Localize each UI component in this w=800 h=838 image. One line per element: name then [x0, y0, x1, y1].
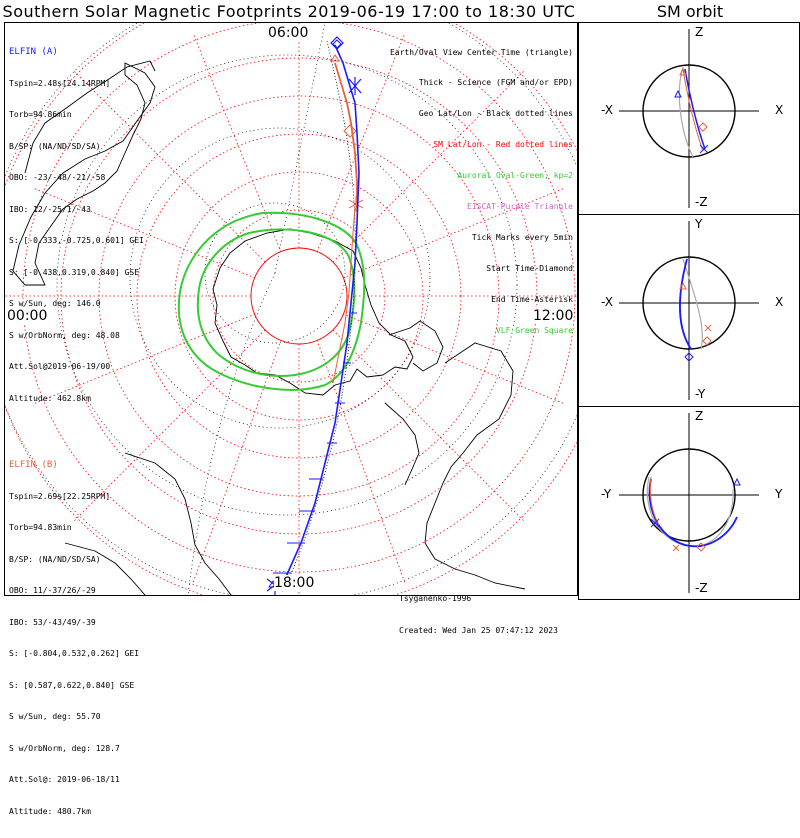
elfin-a-line: Altitude: 462.8km [9, 393, 91, 403]
elfin-b-line: IBO: 53/-43/49/-39 [9, 617, 96, 627]
sm-orbit-panel-xy: Y -Y -X X [578, 214, 800, 407]
sm-orbit-panel-yz: Z -Z -Y Y [578, 406, 800, 600]
map-label-right: 12:00 [533, 308, 574, 324]
elfin-a-info: ELFIN (A) Tspin=2.48s[24.14RPM] Torb=94.… [9, 26, 144, 425]
elfin-a-line: S w/OrbNorm, deg: 48.08 [9, 330, 120, 340]
footprint-map-panel: 06:00 00:00 12:00 18:00 ELFIN (A) Tspin=… [4, 22, 578, 816]
elfin-b-line: S w/OrbNorm, deg: 128.7 [9, 743, 120, 753]
orbit-axis-top: Y [695, 217, 703, 231]
legend-item: Geo Lat/Lon - Black dotted lines [418, 109, 573, 119]
elfin-a-line: Torb=94.86min [9, 110, 72, 119]
legend-item: Earth/Oval View Center Time (triangle) [389, 47, 573, 57]
orbit-axis-right: X [775, 103, 784, 117]
elfin-a-line: OBO: -23/-48/-21/-58 [9, 173, 106, 182]
elfin-a-line: S w/Sun, deg: 146.0 [9, 299, 101, 308]
credits: Tsyganenko-1996 Created: Wed Jan 25 07:4… [399, 573, 558, 657]
elfin-a-name: ELFIN (A) [9, 47, 58, 57]
sm-orbit-title: SM orbit [656, 2, 724, 21]
elfin-b-name: ELFIN (B) [9, 460, 58, 470]
elfin-b-line: S: [-0.804,0.532,0.262] GEI [9, 649, 140, 658]
legend-item: SM Lat/Lon - Red dotted lines [433, 140, 573, 150]
legend-item: End Time-Asterisk [491, 294, 573, 304]
orbit-axis-left: -Y [601, 487, 612, 501]
elfin-b-line: S w/Sun, deg: 55.70 [9, 712, 101, 721]
credits-created: Created: Wed Jan 25 07:47:12 2023 [399, 625, 558, 635]
elfin-b-line: B/SP: (NA/ND/SD/SA) [9, 554, 101, 564]
orbit-axis-bottom: -Z [695, 195, 708, 209]
orbit-axis-right: X [775, 295, 784, 309]
elfin-b-line: Torb=94.83min [9, 523, 72, 532]
orbit-axis-top: Z [695, 409, 704, 423]
elfin-b-line: Altitude: 480.7km [9, 806, 91, 816]
map-label-left: 00:00 [7, 308, 48, 324]
page-title: Southern Solar Magnetic Footprints 2019-… [2, 2, 576, 21]
orbit-axis-right: Y [775, 487, 783, 501]
legend: Earth/Oval View Center Time (triangle) T… [390, 27, 573, 357]
orbit-axis-top: Z [695, 25, 704, 39]
elfin-b-line: Att.Sol@: 2019-06-18/11 [9, 775, 120, 784]
footprint-map [5, 23, 577, 595]
elfin-a-line: S: [-0.438,0.319,0.840] GSE [9, 267, 140, 277]
elfin-a-line: S: [-0.333,-0.725,0.601] GEI [9, 236, 144, 245]
elfin-b-info: ELFIN (B) Tspin=2.69s[22.25RPM] Torb=94.… [9, 439, 139, 838]
credits-author: Tsyganenko-1996 [399, 594, 472, 603]
legend-item: VLF-Green Square [495, 325, 573, 335]
elfin-a-line: B/SP: (NA/ND/SD/SA) [9, 141, 101, 151]
elfin-b-line: Tspin=2.69s[22.25RPM] [9, 491, 111, 501]
orbit-axis-left: -X [601, 103, 613, 117]
legend-item: Start Time-Diamond [486, 263, 573, 273]
auroral-oval [177, 211, 366, 391]
orbit-axis-bottom: -Z [695, 581, 708, 595]
legend-item: EISCAT-Purple Triangle [467, 202, 573, 212]
legend-item: Tick Marks every 5min [471, 232, 573, 242]
elfin-a-line: Att.Sol@2019-06-19/00 [9, 362, 111, 371]
elfin-b-line: S: [0.587,0.622,0.840] GSE [9, 680, 135, 690]
orbit-axis-left: -X [601, 295, 613, 309]
elfin-b-line: OBO: 11/-37/26/-29 [9, 586, 96, 595]
sm-orbit-panel-xz: Z -Z -X X [578, 22, 800, 215]
legend-item: Thick - Science (FGM and/or EPD) [418, 78, 573, 88]
elfin-a-line: IBO: 12/-25/1/-43 [9, 204, 91, 214]
map-label-bottom: 18:00 [274, 575, 315, 591]
legend-item: Auroral Oval-Green, kp=2 [457, 171, 573, 181]
orbit-axis-bottom: -Y [695, 387, 706, 401]
elfin-a-line: Tspin=2.48s[24.14RPM] [9, 78, 111, 88]
elfin-b-track [330, 54, 364, 384]
geo-longitude-lines [187, 23, 326, 595]
geo-latitude-circles [5, 23, 577, 595]
coastlines [12, 60, 526, 595]
map-label-top: 06:00 [268, 25, 309, 41]
